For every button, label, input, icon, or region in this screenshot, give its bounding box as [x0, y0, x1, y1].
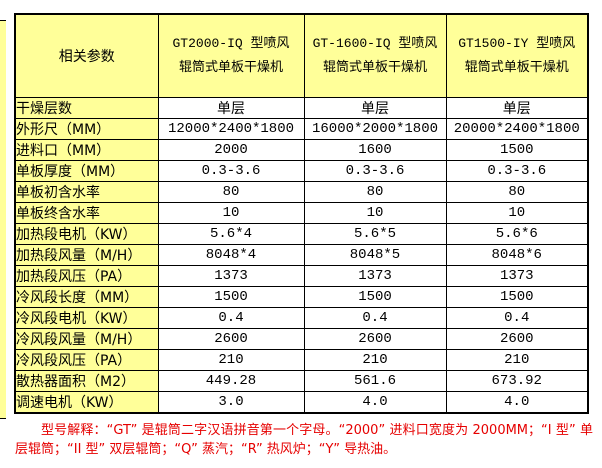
- row-value: 2600: [157, 327, 305, 350]
- table-row: 加热段电机（KW） 5.6*4 5.6*5 5.6*6: [14, 222, 589, 245]
- row-value: 2000: [157, 138, 305, 161]
- row-value: 20000*2400*1800: [445, 117, 589, 140]
- row-label: 散热器面积（M2）: [14, 369, 159, 392]
- row-label: 冷风段电机（KW）: [14, 306, 159, 329]
- row-value: 12000*2400*1800: [157, 117, 305, 140]
- row-value: 2600: [303, 327, 447, 350]
- table-row: 散热器面积（M2） 449.28 561.6 673.92: [14, 369, 589, 392]
- row-value: 单层: [445, 96, 589, 119]
- model-explanation-note: 型号解释：“GT” 是辊筒二字汉语拼音第一个字母。“2000” 进料口宽度为 2…: [15, 423, 593, 457]
- left-edge-strip: [0, 20, 6, 419]
- table-row: 冷风段风压（PA） 210 210 210: [14, 348, 589, 371]
- row-value: 210: [157, 348, 305, 371]
- row-value: 0.3-3.6: [157, 159, 305, 182]
- row-value: 10: [157, 201, 305, 224]
- row-value: 0.3-3.6: [303, 159, 447, 182]
- table-row: 调速电机（KW） 3.0 4.0 4.0: [14, 390, 589, 413]
- table-row: 加热段风量（M/H） 8048*4 8048*5 8048*6: [14, 243, 589, 266]
- row-value: 210: [303, 348, 447, 371]
- row-value: 1500: [157, 285, 305, 308]
- row-value: 80: [157, 180, 305, 203]
- row-value: 0.3-3.6: [445, 159, 589, 182]
- table-row: 冷风段长度（MM） 1500 1500 1500: [14, 285, 589, 308]
- row-value: 673.92: [445, 369, 589, 392]
- row-label: 冷风段风压（PA）: [14, 348, 159, 371]
- param-header-cell: 相关参数: [14, 13, 159, 98]
- row-value: 210: [445, 348, 589, 371]
- row-value: 1500: [303, 285, 447, 308]
- table-row: 进料口（MM） 2000 1600 1500: [14, 138, 589, 161]
- row-value: 10: [303, 201, 447, 224]
- row-value: 1600: [303, 138, 447, 161]
- row-label: 加热段电机（KW）: [14, 222, 159, 245]
- row-value: 561.6: [303, 369, 447, 392]
- table-row: 加热段风压（PA） 1373 1373 1373: [14, 264, 589, 287]
- row-value: 80: [303, 180, 447, 203]
- row-label: 干燥层数: [14, 96, 159, 119]
- row-value: 单层: [303, 96, 447, 119]
- row-value: 1373: [303, 264, 447, 287]
- table-row: 单板初含水率 80 80 80: [14, 180, 589, 203]
- row-label: 加热段风压（PA）: [14, 264, 159, 287]
- row-label: 外形尺（MM）: [14, 117, 159, 140]
- model-header-gt1600: GT-1600-IQ 型喷风 辊筒式单板干燥机: [303, 13, 447, 98]
- row-value: 0.4: [303, 306, 447, 329]
- row-value: 449.28: [157, 369, 305, 392]
- row-label: 单板终含水率: [14, 201, 159, 224]
- row-value: 0.4: [157, 306, 305, 329]
- table-row: 冷风段电机（KW） 0.4 0.4 0.4: [14, 306, 589, 329]
- row-label: 单板初含水率: [14, 180, 159, 203]
- row-value: 4.0: [303, 390, 447, 413]
- spec-table: 相关参数 GT2000-IQ 型喷风 辊筒式单板干燥机 GT-1600-IQ 型…: [14, 13, 589, 414]
- header-row: 相关参数 GT2000-IQ 型喷风 辊筒式单板干燥机 GT-1600-IQ 型…: [14, 13, 589, 98]
- row-label: 冷风段长度（MM）: [14, 285, 159, 308]
- model-header-gt1500: GT1500-IY 型喷风 辊筒式单板干燥机: [445, 13, 589, 98]
- row-value: 8048*6: [445, 243, 589, 266]
- row-value: 1500: [445, 138, 589, 161]
- table-row: 外形尺（MM） 12000*2400*1800 16000*2000*1800 200…: [14, 117, 589, 140]
- row-value: 2600: [445, 327, 589, 350]
- row-value: 5.6*4: [157, 222, 305, 245]
- row-label: 冷风段风量（M/H）: [14, 327, 159, 350]
- row-value: 5.6*5: [303, 222, 447, 245]
- row-value: 4.0: [445, 390, 589, 413]
- row-value: 0.4: [445, 306, 589, 329]
- row-label: 调速电机（KW）: [14, 390, 159, 413]
- table-row: 冷风段风量（M/H） 2600 2600 2600: [14, 327, 589, 350]
- row-value: 80: [445, 180, 589, 203]
- row-label: 加热段风量（M/H）: [14, 243, 159, 266]
- row-value: 单层: [157, 96, 305, 119]
- row-value: 8048*4: [157, 243, 305, 266]
- row-label: 单板厚度（MM）: [14, 159, 159, 182]
- table-row: 单板厚度（MM） 0.3-3.6 0.3-3.6 0.3-3.6: [14, 159, 589, 182]
- table-row: 单板终含水率 10 10 10: [14, 201, 589, 224]
- row-value: 8048*5: [303, 243, 447, 266]
- row-value: 3.0: [157, 390, 305, 413]
- row-value: 1373: [445, 264, 589, 287]
- row-value: 1500: [445, 285, 589, 308]
- row-value: 5.6*6: [445, 222, 589, 245]
- row-value: 1373: [157, 264, 305, 287]
- row-value: 10: [445, 201, 589, 224]
- spec-table-body: 干燥层数 单层 单层 单层 外形尺（MM） 12000*2400*1800 16000*20…: [14, 96, 589, 413]
- row-value: 16000*2000*1800: [303, 117, 447, 140]
- table-row: 干燥层数 单层 单层 单层: [14, 96, 589, 119]
- model-header-gt2000: GT2000-IQ 型喷风 辊筒式单板干燥机: [157, 13, 305, 98]
- row-label: 进料口（MM）: [14, 138, 159, 161]
